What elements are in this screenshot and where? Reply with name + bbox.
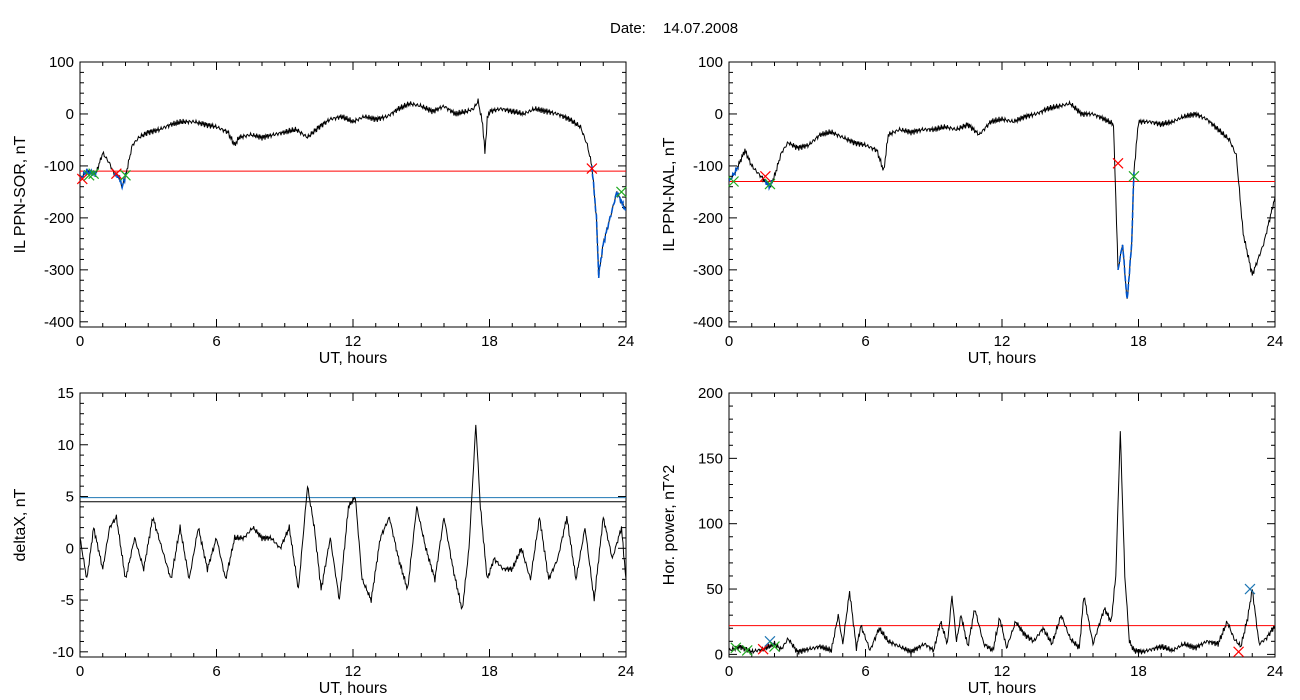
y-tick-label: -300 — [44, 262, 74, 279]
event-segment — [729, 164, 739, 182]
y-tick-label: 50 — [706, 581, 723, 598]
event-segment — [591, 165, 626, 278]
y-tick-label: -10 — [52, 644, 74, 661]
plot-frame — [728, 392, 1276, 658]
date-label: Date: — [610, 20, 646, 37]
event-marker — [76, 173, 88, 185]
event-marker — [759, 170, 771, 182]
y-tick-label: 200 — [698, 385, 723, 402]
x-axis-title: UT, hours — [968, 350, 1036, 367]
x-tick-label: 12 — [345, 333, 362, 350]
x-tick-label: 12 — [994, 663, 1011, 680]
x-tick-label: 24 — [618, 663, 635, 680]
y-tick-label: 0 — [66, 540, 74, 557]
data-layer — [80, 98, 626, 278]
y-tick-label: -400 — [44, 314, 74, 331]
x-tick-label: 24 — [1267, 333, 1284, 350]
y-tick-label: 0 — [66, 106, 74, 123]
plot-frame — [79, 392, 627, 658]
y-tick-label: 5 — [66, 489, 74, 506]
panel-il-ppn-nal: 0 6 12 18 24 100 0 -100 -200 -300 -400 UT, hours IL … — [661, 54, 1283, 367]
series-line — [729, 99, 1275, 299]
y-tick-label: -400 — [693, 314, 723, 331]
data-layer — [80, 424, 626, 610]
x-tick-label: 24 — [618, 333, 635, 350]
x-tick-label: 24 — [1267, 663, 1284, 680]
y-tick-label: 100 — [698, 54, 723, 71]
y-axis-title: IL PPN-NAL, nT — [661, 137, 678, 251]
series-line — [80, 424, 626, 610]
series-line — [729, 431, 1275, 656]
plot-frame — [728, 61, 1276, 328]
x-tick-label: 0 — [725, 333, 733, 350]
y-tick-label: 100 — [49, 54, 74, 71]
x-tick-label: 0 — [725, 663, 733, 680]
y-tick-label: -100 — [693, 158, 723, 175]
x-tick-label: 18 — [1130, 333, 1147, 350]
y-tick-label: 0 — [715, 106, 723, 123]
y-axis-title: deltaX, nT — [12, 488, 29, 561]
x-tick-label: 18 — [481, 333, 498, 350]
event-marker — [728, 176, 739, 187]
y-tick-label: -300 — [693, 262, 723, 279]
x-tick-label: 6 — [212, 333, 220, 350]
series-line — [80, 98, 626, 278]
event-marker — [1128, 170, 1140, 182]
x-tick-label: 6 — [861, 333, 869, 350]
data-layer — [729, 431, 1275, 656]
event-marker — [1112, 157, 1124, 169]
x-tick-label: 12 — [345, 663, 362, 680]
event-marker — [757, 643, 769, 655]
x-tick-label: 6 — [212, 663, 220, 680]
y-tick-label: 0 — [715, 646, 723, 663]
event-marker — [1233, 646, 1245, 658]
y-tick-label: 150 — [698, 450, 723, 467]
event-marker — [1244, 583, 1256, 595]
event-marker — [120, 169, 131, 181]
date-value: 14.07.2008 — [663, 20, 738, 37]
y-tick-label: -5 — [61, 592, 74, 609]
event-marker — [741, 645, 753, 656]
y-tick-label: 15 — [57, 385, 74, 402]
y-tick-label: -100 — [44, 158, 74, 175]
x-tick-label: 18 — [481, 663, 498, 680]
y-tick-label: 10 — [57, 437, 74, 454]
figure-title: Date: 14.07.2008 — [610, 20, 738, 37]
x-axis-title: UT, hours — [968, 680, 1036, 697]
x-tick-label: 0 — [76, 333, 84, 350]
event-marker — [769, 641, 780, 652]
event-marker — [110, 168, 122, 180]
y-tick-label: -200 — [693, 210, 723, 227]
plot-frame — [79, 61, 627, 328]
panel-deltax: 0 6 12 18 24 15 10 5 0 -5 -10 UT, hours deltaX, nT — [12, 385, 634, 697]
panel-hor-power: 0 6 12 18 24 200 150 100 50 0 UT, hours Hor. power,… — [661, 385, 1283, 697]
event-segment — [1117, 171, 1135, 299]
x-tick-label: 18 — [1130, 663, 1147, 680]
y-tick-label: 100 — [698, 516, 723, 533]
y-axis-title: IL PPN-SOR, nT — [12, 135, 29, 253]
y-tick-label: -200 — [44, 210, 74, 227]
x-tick-label: 12 — [994, 333, 1011, 350]
event-marker — [730, 642, 742, 654]
x-axis-title: UT, hours — [319, 350, 387, 367]
event-marker — [88, 168, 100, 180]
x-axis-title: UT, hours — [319, 680, 387, 697]
event-marker — [764, 178, 776, 190]
x-tick-label: 6 — [861, 663, 869, 680]
x-tick-label: 0 — [76, 663, 84, 680]
event-segment — [80, 168, 97, 180]
event-marker — [586, 163, 598, 174]
data-layer — [729, 99, 1275, 299]
y-axis-title: Hor. power, nT^2 — [661, 465, 678, 586]
event-marker — [616, 186, 627, 198]
panel-il-ppn-sor: 0 6 12 18 24 100 0 -100 -200 -300 -400 UT, hours IL … — [12, 54, 634, 367]
